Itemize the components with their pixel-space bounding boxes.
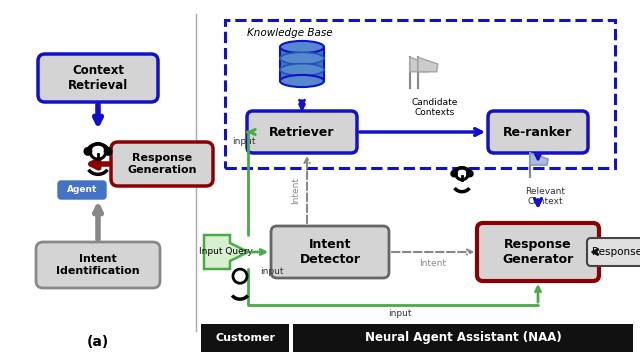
Circle shape (105, 148, 111, 154)
Circle shape (85, 148, 91, 154)
Text: Candidate
Contexts: Candidate Contexts (412, 98, 458, 117)
FancyBboxPatch shape (587, 238, 640, 266)
FancyBboxPatch shape (247, 111, 357, 153)
Circle shape (233, 269, 247, 283)
Circle shape (456, 167, 468, 180)
Text: Intent: Intent (291, 176, 301, 203)
Text: Response: Response (592, 247, 640, 257)
Text: Neural Agent Assistant (NAA): Neural Agent Assistant (NAA) (365, 332, 561, 345)
Text: Retriever: Retriever (269, 126, 335, 139)
FancyBboxPatch shape (36, 242, 160, 288)
Text: Agent: Agent (67, 185, 97, 194)
Text: Intent
Detector: Intent Detector (300, 238, 360, 266)
Text: (b): (b) (409, 335, 431, 349)
Polygon shape (418, 57, 438, 72)
FancyBboxPatch shape (271, 226, 389, 278)
Text: input: input (260, 267, 284, 276)
Text: Knowledge Base: Knowledge Base (247, 28, 333, 38)
Ellipse shape (280, 75, 324, 87)
FancyBboxPatch shape (488, 111, 588, 153)
Text: Input Query: Input Query (199, 248, 253, 256)
Text: Re-ranker: Re-ranker (504, 126, 573, 139)
Ellipse shape (280, 52, 324, 64)
Ellipse shape (280, 64, 324, 76)
Text: Response
Generator: Response Generator (502, 238, 573, 266)
FancyBboxPatch shape (201, 324, 289, 352)
FancyBboxPatch shape (111, 142, 213, 186)
Text: Relevant
Context: Relevant Context (525, 187, 565, 206)
Text: Intent
Identification: Intent Identification (56, 254, 140, 276)
Text: Customer: Customer (215, 333, 275, 343)
Text: input: input (232, 138, 255, 147)
Text: Intent: Intent (419, 260, 447, 269)
Text: Context
Retrieval: Context Retrieval (68, 64, 128, 92)
FancyBboxPatch shape (280, 47, 324, 81)
Circle shape (90, 144, 106, 159)
Text: input: input (388, 309, 412, 318)
Text: (a): (a) (87, 335, 109, 349)
Circle shape (467, 171, 472, 176)
Polygon shape (204, 235, 248, 269)
Circle shape (452, 171, 456, 176)
FancyBboxPatch shape (58, 181, 106, 199)
FancyBboxPatch shape (293, 324, 633, 352)
FancyBboxPatch shape (477, 223, 599, 281)
FancyBboxPatch shape (38, 54, 158, 102)
Text: Response
Generation: Response Generation (127, 153, 196, 175)
Polygon shape (530, 153, 548, 165)
Polygon shape (410, 57, 430, 72)
Ellipse shape (280, 41, 324, 53)
